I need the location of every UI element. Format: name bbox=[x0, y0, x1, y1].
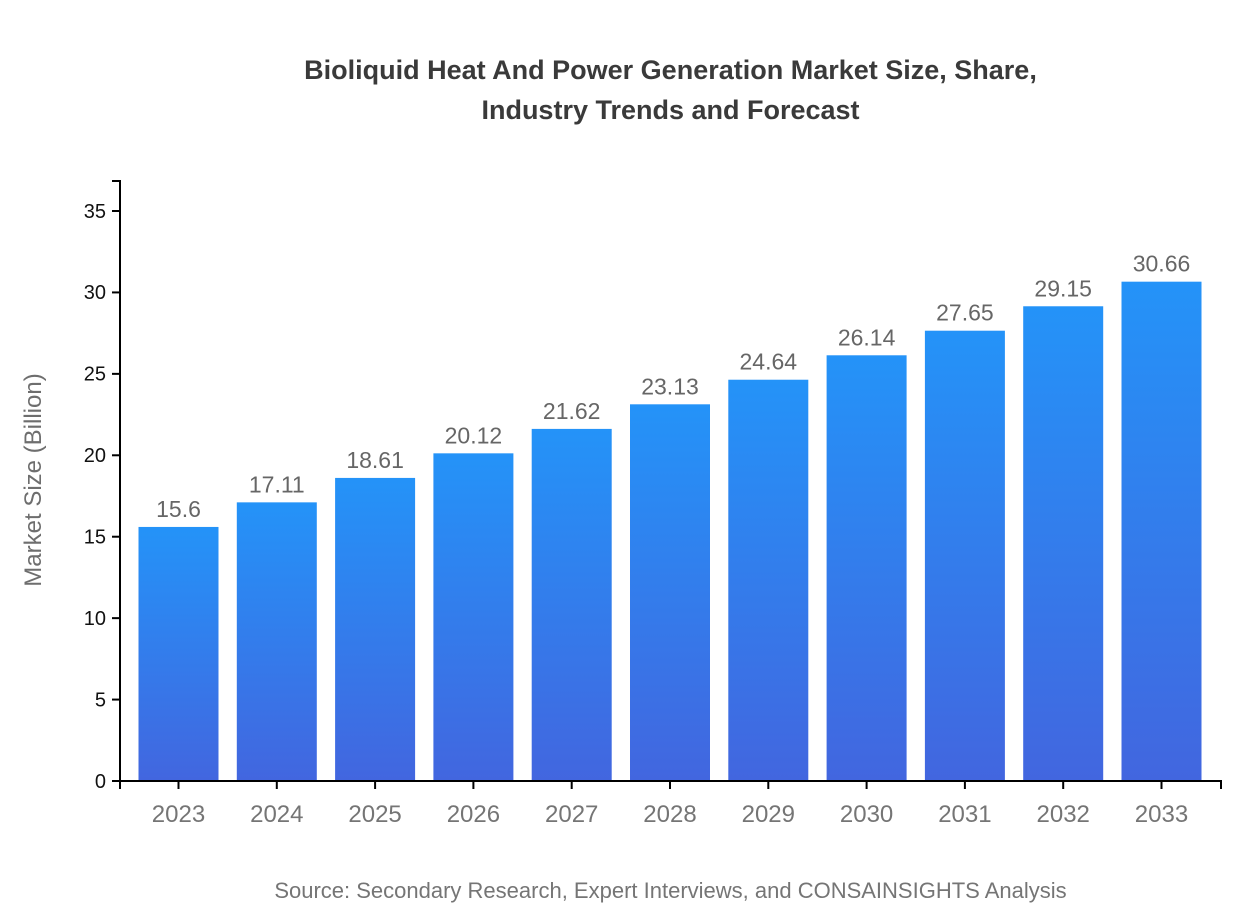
bar bbox=[728, 379, 809, 781]
bar-value-label: 18.61 bbox=[346, 447, 404, 473]
bar bbox=[531, 428, 612, 781]
bar bbox=[335, 477, 416, 781]
bar-value-label: 27.65 bbox=[936, 300, 994, 326]
x-tick-label: 2023 bbox=[152, 801, 205, 828]
y-tick-label: 25 bbox=[84, 364, 106, 386]
bar-value-label: 20.12 bbox=[445, 422, 503, 448]
bar bbox=[138, 526, 219, 781]
y-tick-label: 5 bbox=[95, 689, 106, 711]
x-tick-label: 2033 bbox=[1135, 801, 1188, 828]
y-axis bbox=[112, 180, 121, 781]
bar-value-label: 17.11 bbox=[249, 471, 305, 497]
x-axis bbox=[119, 780, 1222, 789]
chart-title-line1: Bioliquid Heat And Power Generation Mark… bbox=[304, 55, 1037, 85]
x-tick-label: 2032 bbox=[1037, 801, 1090, 828]
y-tick-label: 35 bbox=[84, 201, 106, 223]
y-tick-label: 20 bbox=[84, 445, 106, 467]
y-tick-label: 15 bbox=[84, 527, 106, 549]
y-tick-label: 10 bbox=[84, 608, 106, 630]
x-tick-label: 2028 bbox=[643, 801, 696, 828]
bar bbox=[1023, 306, 1104, 781]
bar-value-label: 21.62 bbox=[543, 398, 601, 424]
y-tick-label: 0 bbox=[95, 771, 106, 793]
x-tick-label: 2031 bbox=[938, 801, 991, 828]
x-tick-label: 2024 bbox=[250, 801, 303, 828]
bar-value-label: 24.64 bbox=[740, 349, 798, 375]
bar bbox=[826, 355, 907, 781]
chart-title-line2: Industry Trends and Forecast bbox=[481, 95, 860, 125]
x-tick-label: 2025 bbox=[348, 801, 401, 828]
bar-value-label: 29.15 bbox=[1034, 275, 1092, 301]
x-tick-label: 2030 bbox=[840, 801, 893, 828]
bar bbox=[433, 453, 514, 781]
bar bbox=[236, 502, 317, 781]
source-text: Source: Secondary Research, Expert Inter… bbox=[274, 878, 1067, 903]
chart-title: Bioliquid Heat And Power Generation Mark… bbox=[120, 50, 1221, 130]
x-tick-label: 2027 bbox=[545, 801, 598, 828]
bar bbox=[1121, 281, 1202, 781]
bar-value-label: 15.6 bbox=[156, 496, 201, 522]
x-tick-label: 2026 bbox=[447, 801, 500, 828]
bar-value-label: 23.13 bbox=[641, 373, 699, 399]
bar bbox=[630, 404, 710, 781]
x-tick-label: 2029 bbox=[742, 801, 795, 828]
bar bbox=[924, 330, 1005, 781]
bar-value-label: 30.66 bbox=[1133, 251, 1191, 277]
y-tick-label: 30 bbox=[84, 282, 106, 304]
bar-value-label: 26.14 bbox=[838, 324, 896, 350]
